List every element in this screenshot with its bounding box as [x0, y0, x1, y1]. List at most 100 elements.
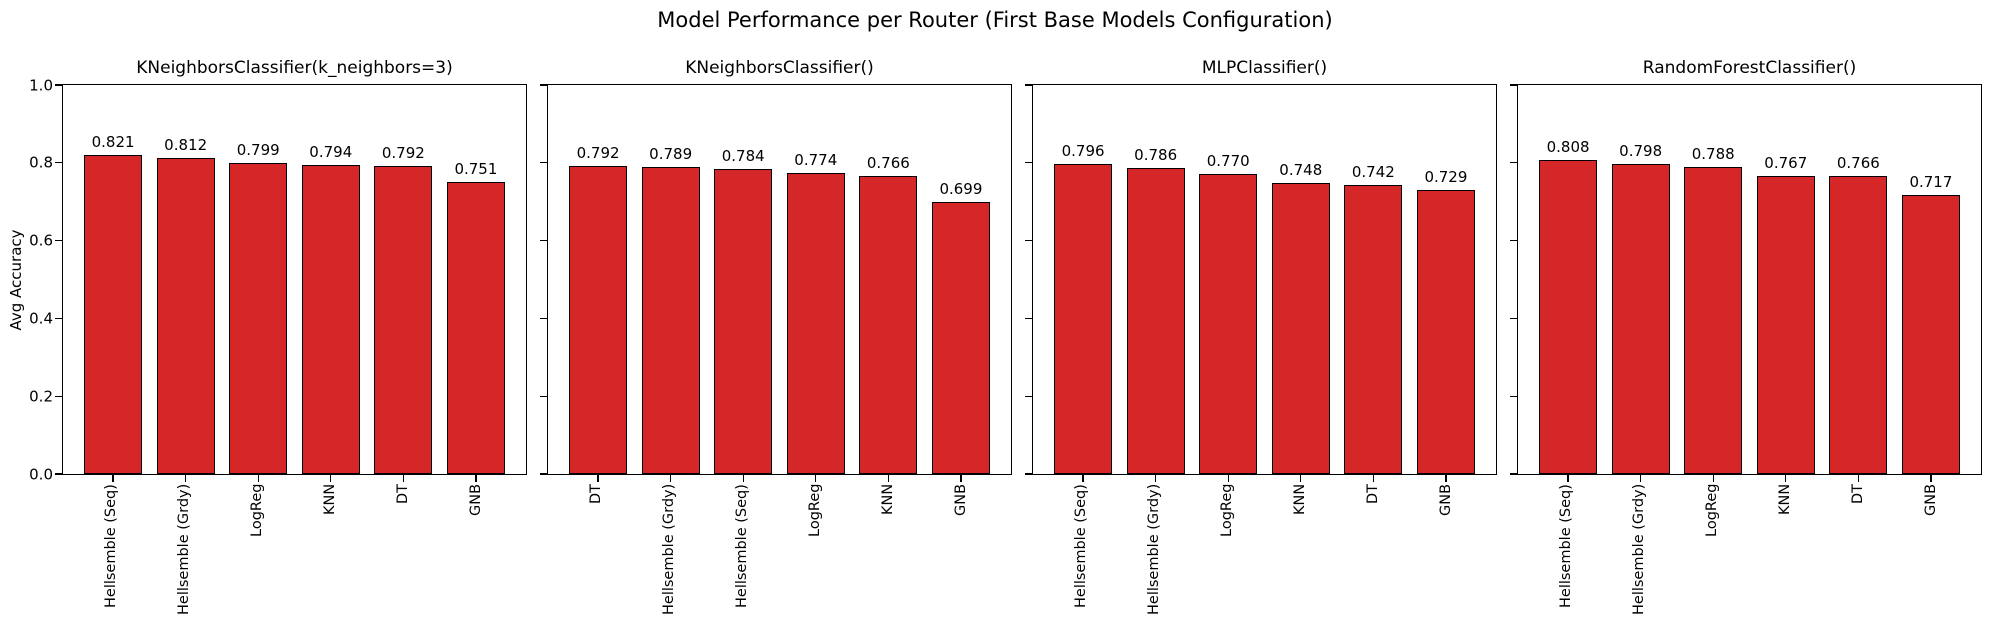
y-tick-label: 0.0 [29, 464, 53, 483]
x-tick-mark [1639, 474, 1642, 482]
bar [229, 163, 288, 474]
y-tick-mark [55, 162, 63, 164]
x-tick-label: LogReg [1704, 484, 1721, 538]
bar [156, 158, 215, 474]
x-tick-mark [1082, 474, 1084, 482]
x-tick-labels: DT Hellsemble (Grdy) Hellsemble (Seq) LogRe… [547, 484, 1012, 620]
y-tick-mark [540, 239, 548, 242]
bar [1611, 163, 1670, 474]
x-tick-label: DT [588, 484, 605, 505]
x-tick-label: KNN [1291, 484, 1308, 516]
bar [931, 202, 990, 474]
bar-value-label: 0.784 [721, 147, 765, 166]
y-tick-mark [55, 473, 63, 475]
subplot-title: KNeighborsClassifier() [685, 58, 874, 78]
x-tick-label: GNB [1437, 484, 1454, 517]
y-tick-mark [1025, 395, 1033, 397]
y-tick-mark [540, 162, 548, 164]
x-tick-label: KNN [321, 484, 338, 516]
bar-value-label: 0.748 [1279, 161, 1323, 180]
y-tick-mark [1510, 84, 1518, 86]
x-tick-label: Hellsemble (Grdy) [661, 484, 678, 616]
x-tick-label: GNB [1922, 484, 1939, 517]
subplot-mlp: MLPClassifier() 0.796 0.786 0.770 0.748 0.74… [1025, 0, 1497, 620]
x-tick-mark [742, 474, 744, 482]
y-tick-mark [1510, 239, 1518, 242]
bar [1539, 159, 1598, 474]
y-tick-mark [55, 317, 63, 320]
x-tick-label: Hellsemble (Grdy) [176, 484, 193, 616]
bar-value-label: 0.789 [649, 145, 693, 164]
y-tick-mark [540, 473, 548, 475]
y-tick-mark [55, 239, 63, 242]
bar-value-label: 0.717 [1909, 173, 1953, 192]
bar-value-label: 0.766 [866, 154, 910, 173]
x-tick-mark [1930, 474, 1932, 482]
x-tick-label: Hellsemble (Seq) [734, 484, 751, 608]
y-tick-mark [1025, 473, 1033, 475]
x-tick-label: LogReg [1219, 484, 1236, 538]
bar-value-label: 0.788 [1691, 145, 1735, 164]
x-tick-mark [887, 474, 889, 482]
bar-value-label: 0.794 [309, 143, 353, 162]
y-tick-mark [1025, 162, 1033, 164]
x-tick-label: Hellsemble (Grdy) [1146, 484, 1163, 616]
x-tick-label: LogReg [249, 484, 266, 538]
bar [1756, 175, 1815, 474]
x-tick-mark [815, 474, 817, 482]
x-tick-label: GNB [952, 484, 969, 517]
bar-value-label: 0.774 [794, 150, 838, 169]
bar-value-label: 0.792 [381, 143, 425, 162]
y-tick-mark [1510, 473, 1518, 475]
bar [641, 167, 700, 474]
bar [569, 165, 628, 474]
x-tick-mark [1785, 474, 1787, 482]
subplot-random-forest: RandomForestClassifier() 0.808 0.798 0.788… [1510, 0, 1982, 620]
y-tick-mark [55, 84, 63, 86]
bar [1271, 183, 1330, 474]
x-tick-labels: Hellsemble (Seq) Hellsemble (Grdy) LogReg K… [1032, 484, 1497, 620]
subplot-title: RandomForestClassifier() [1642, 58, 1857, 78]
subplot-knn3: KNeighborsClassifier(k_neighbors=3) 0.82… [29, 0, 527, 620]
y-tick-mark [55, 395, 63, 397]
x-tick-mark [330, 474, 332, 482]
y-tick-mark [1510, 317, 1518, 320]
x-tick-mark [402, 474, 404, 482]
bar [1901, 195, 1960, 474]
bar-value-label: 0.729 [1424, 168, 1468, 187]
subplot-title: MLPClassifier() [1201, 58, 1328, 78]
y-tick-mark [540, 395, 548, 397]
bar [1344, 185, 1403, 474]
x-tick-labels: Hellsemble (Seq) Hellsemble (Grdy) LogReg K… [1517, 484, 1982, 620]
plot-area: 0.821 0.812 0.799 0.794 0.792 0.751 0.0 0.2 0.4 0… [29, 77, 527, 482]
x-tick-mark [1154, 474, 1157, 482]
y-tick-label: 0.4 [29, 309, 53, 328]
y-tick-mark [540, 317, 548, 320]
x-tick-mark [1857, 474, 1859, 482]
x-tick-mark [960, 474, 962, 482]
bar [859, 176, 918, 474]
bar-value-label: 0.766 [1836, 154, 1880, 173]
x-tick-mark [1227, 474, 1229, 482]
x-tick-mark [1300, 474, 1302, 482]
x-tick-label: DT [394, 484, 411, 505]
bar [84, 154, 143, 474]
plot-area: 0.792 0.789 0.784 0.774 0.766 0.699 [540, 84, 1012, 482]
x-tick-mark [1567, 474, 1569, 482]
x-tick-label: DT [1364, 484, 1381, 505]
x-tick-mark [112, 474, 114, 482]
bar [786, 172, 845, 474]
bar-value-label: 0.699 [939, 180, 983, 199]
x-tick-label: GNB [467, 484, 484, 517]
figure-title: Model Performance per Router (First Base… [657, 8, 1333, 32]
x-tick-mark [1445, 474, 1447, 482]
y-tick-label: 0.2 [29, 386, 53, 405]
bar [301, 165, 360, 474]
bar [1829, 176, 1888, 474]
bar-value-label: 0.792 [576, 143, 620, 162]
x-tick-mark [257, 474, 259, 482]
y-tick-mark [1510, 162, 1518, 164]
x-tick-mark [597, 474, 599, 482]
bar-value-label: 0.798 [1619, 141, 1663, 160]
x-tick-labels: Hellsemble (Seq) Hellsemble (Grdy) LogReg K… [62, 484, 527, 620]
